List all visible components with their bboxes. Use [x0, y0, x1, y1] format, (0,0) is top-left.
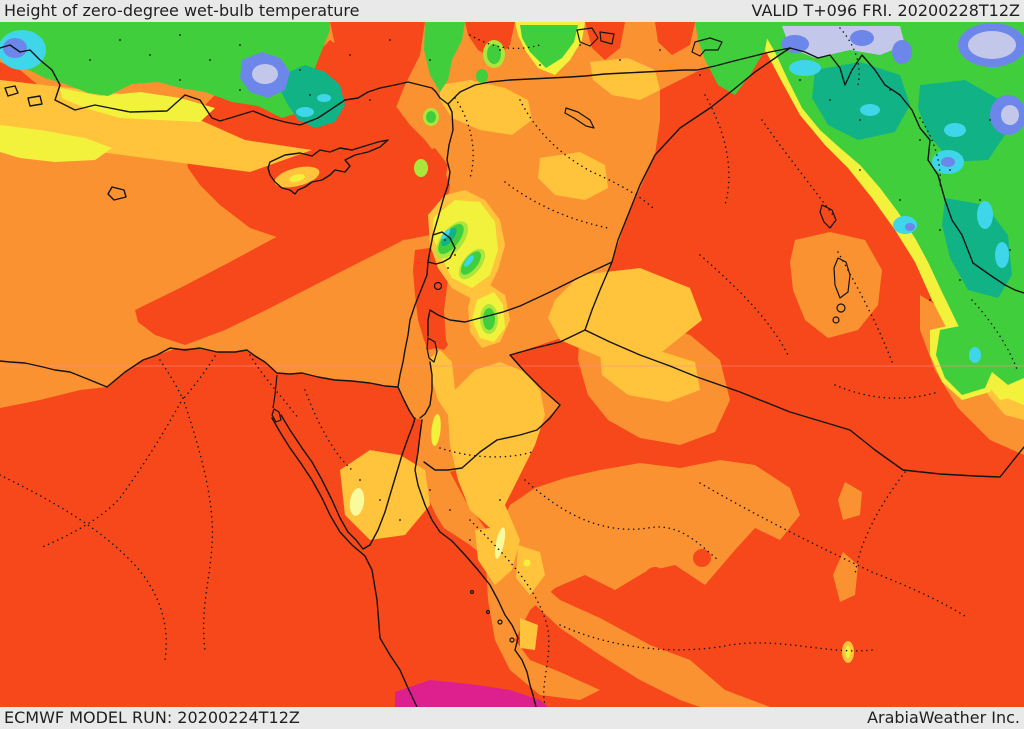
gulf-of-suez-coast: [271, 417, 418, 707]
jordan-iraq-border: [584, 261, 613, 331]
bitter-lakes: [271, 408, 282, 423]
sinai-coast: [280, 414, 416, 550]
aegean-coast-fragments: [0, 44, 53, 71]
admin-borders-dotted: [0, 27, 1019, 706]
suez-canal: [272, 374, 278, 409]
red-sea-islet: [497, 619, 503, 625]
turkey-syria-border: [447, 47, 791, 105]
lake-habbaniyah: [836, 303, 846, 313]
iraq-iran-border: [899, 94, 974, 264]
jordan-saudi-border: [423, 329, 586, 471]
egypt-israel-border: [397, 386, 415, 419]
coastlines-and-borders: [0, 27, 1024, 707]
cyprus-island: [267, 139, 389, 195]
iraq-saudi-border: [584, 329, 1024, 478]
terrain-speckles: [89, 34, 1011, 541]
brand-label: ArabiaWeather Inc.: [867, 708, 1020, 727]
dead-sea: [426, 337, 438, 363]
lake-tharthar: [833, 257, 851, 299]
magenta-contour-patch: [395, 680, 548, 707]
pale-yellow-cores: [349, 488, 506, 559]
lake-van: [691, 37, 723, 57]
valid-time: VALID T+096 FRI. 20200228T12Z: [751, 1, 1020, 20]
lake-assad: [564, 107, 595, 129]
rhodes-island: [107, 186, 127, 201]
model-run-label: ECMWF MODEL RUN: 20200224T12Z: [4, 708, 300, 727]
bottom-bar: ECMWF MODEL RUN: 20200224T12Z ArabiaWeat…: [0, 707, 1024, 729]
jordan-valley-border: [419, 309, 433, 419]
lebanon-border: [427, 231, 456, 265]
aqaba-saudi-red-sea-coast: [414, 419, 537, 707]
syria-jordan-border: [429, 261, 613, 323]
red-sea-islet: [469, 589, 475, 595]
top-bar: Height of zero-degree wet-bulb temperatu…: [0, 0, 1024, 22]
lake-urmia: [819, 204, 837, 229]
cool-core-blobs: [0, 23, 1024, 363]
red-sea-islet: [509, 637, 515, 643]
lake-tuz: [576, 27, 615, 47]
greek-islands: [4, 85, 43, 107]
red-sea-islet: [485, 609, 491, 615]
sea-of-galilee: [433, 281, 443, 291]
syria-iraq-border: [611, 47, 791, 263]
gulf-coast: [972, 262, 1024, 294]
lake-razzaza: [832, 316, 840, 324]
map-title: Height of zero-degree wet-bulb temperatu…: [4, 1, 360, 20]
turkey-iraq-border: [789, 47, 901, 96]
